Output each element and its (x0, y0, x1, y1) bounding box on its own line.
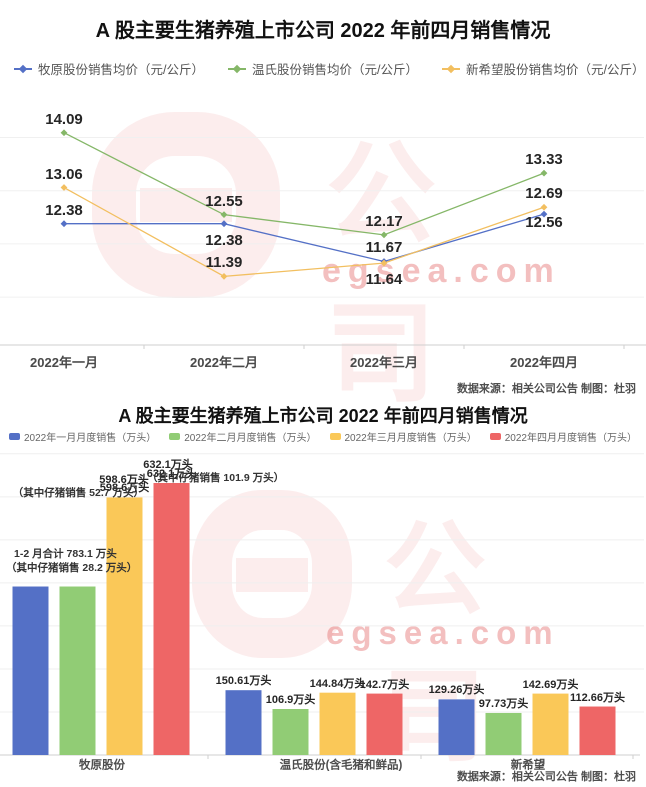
x-axis-label: 2022年三月 (350, 354, 418, 370)
legend-label: 2022年四月月度销售（万头） (504, 433, 637, 444)
annotation: （其中仔猪销售 28.2 万头） (6, 562, 138, 575)
bar-value-label: 142.69万头 (522, 678, 579, 691)
series-line (63, 186, 545, 278)
diamond-icon (232, 64, 242, 73)
point-marker (540, 203, 548, 211)
legend-item: 牧原股份销售均价（元/公斤） (14, 59, 204, 78)
bar (366, 693, 403, 755)
chart1-source: 数据来源：相关公司公告 制图：杜羽 (456, 383, 636, 395)
diamond-icon (18, 64, 28, 73)
legend-item: 2022年二月月度销售（万头） (169, 429, 317, 444)
legend-label: 温氏股份销售均价（元/公斤） (251, 63, 418, 77)
point-marker (220, 211, 228, 219)
point-label: 13.06 (45, 165, 83, 183)
legend-label: 2022年一月月度销售（万头） (24, 433, 157, 444)
legend-item: 2022年一月月度销售（万头） (9, 429, 156, 444)
bar-value-label: 632.1万头 (146, 467, 197, 480)
bar-value-label: 129.26万头 (428, 684, 485, 697)
bar (485, 712, 522, 755)
bar (225, 690, 262, 755)
bar (319, 692, 356, 755)
point-marker (540, 169, 548, 177)
series-line (63, 132, 545, 236)
bar-swatch-icon (489, 433, 501, 440)
legend-item: 温氏股份销售均价（元/公斤） (227, 59, 418, 78)
diamond-icon (446, 64, 456, 73)
legend-label: 新希望股份销售均价（元/公斤） (465, 63, 645, 77)
point-label: 12.55 (205, 192, 243, 210)
point-label: 12.17 (365, 212, 403, 230)
legend-label: 2022年二月月度销售（万头） (184, 433, 317, 444)
annotation: 632.1万头 (143, 458, 193, 471)
point-label: 11.67 (365, 239, 403, 257)
x-axis-label: 新希望 (510, 759, 546, 772)
bar-value-label: 598.6万头 (99, 482, 150, 495)
point-label: 13.33 (525, 150, 563, 168)
bar (153, 483, 190, 755)
legend-item: 2022年三月月度销售（万头） (329, 429, 477, 444)
point-marker (220, 272, 228, 280)
bar-value-label: 112.66万头 (569, 691, 626, 704)
point-marker (220, 220, 228, 228)
bar-swatch-icon (329, 433, 341, 440)
x-axis-label: 2022年四月 (510, 354, 578, 370)
series-line (64, 213, 545, 263)
annotation: 1-2 月合计 783.1 万头 (14, 548, 117, 561)
legend-item: 2022年四月月度销售（万头） (489, 429, 637, 444)
annotation: （其中仔猪销售 101.9 万头） (147, 472, 285, 485)
bar (12, 586, 49, 755)
bar (579, 706, 616, 755)
point-label: 11.39 (205, 254, 243, 272)
bar (59, 586, 96, 755)
chart2-legend: 2022年一月月度销售（万头） 2022年二月月度销售（万头） 2022年三月月度销… (0, 429, 646, 444)
legend-label: 牧原股份销售均价（元/公斤） (38, 63, 204, 77)
point-label: 14.09 (45, 110, 83, 128)
line-diamond-marker-icon (227, 64, 246, 73)
x-axis-label: 牧原股份 (79, 759, 125, 772)
point-label: 11.64 (365, 270, 403, 288)
bar-value-label: 106.9万头 (265, 693, 316, 706)
chart2-title: A 股主要生猪养殖上市公司 2022 年前四月销售情况 (118, 406, 528, 426)
point-marker (380, 231, 388, 239)
point-marker (60, 220, 68, 228)
bar-value-label: 142.7万头 (359, 678, 410, 691)
bar-swatch-icon (9, 433, 20, 440)
x-axis-label: 2022年一月 (30, 354, 98, 370)
chart2-source: 数据来源：相关公司公告 制图：杜羽 (456, 771, 636, 783)
bar (106, 497, 143, 755)
bar-swatch-icon (169, 433, 181, 440)
bar (532, 693, 569, 755)
point-label: 12.38 (45, 201, 83, 219)
point-marker (380, 259, 388, 267)
bar-value-label: 144.84万头 (309, 677, 366, 690)
bar-value-label: 150.61万头 (215, 675, 272, 688)
x-axis-label: 温氏股份(含毛猪和鲜品) (279, 759, 403, 772)
annotation: 598.6万头 (99, 473, 149, 486)
chart1-legend: 牧原股份销售均价（元/公斤） 温氏股份销售均价（元/公斤） 新希望股份销售均价（元/… (14, 59, 644, 78)
bar (272, 709, 309, 755)
x-axis-label: 2022年二月 (190, 354, 258, 370)
line-diamond-marker-icon (14, 64, 32, 73)
legend-label: 2022年三月月度销售（万头） (344, 433, 477, 444)
point-label: 12.69 (525, 184, 563, 202)
point-label: 12.38 (205, 231, 243, 249)
chart1-title: A 股主要生猪养殖上市公司 2022 年前四月销售情况 (95, 20, 551, 42)
annotation: （其中仔猪销售 52.7 万头） (12, 487, 144, 500)
point-marker (60, 184, 68, 191)
point-marker (60, 129, 68, 137)
bar-value-label: 97.73万头 (478, 697, 529, 710)
bar (438, 699, 475, 755)
point-label: 12.56 (525, 213, 563, 231)
line-diamond-marker-icon (441, 64, 460, 73)
legend-item: 新希望股份销售均价（元/公斤） (441, 59, 645, 78)
